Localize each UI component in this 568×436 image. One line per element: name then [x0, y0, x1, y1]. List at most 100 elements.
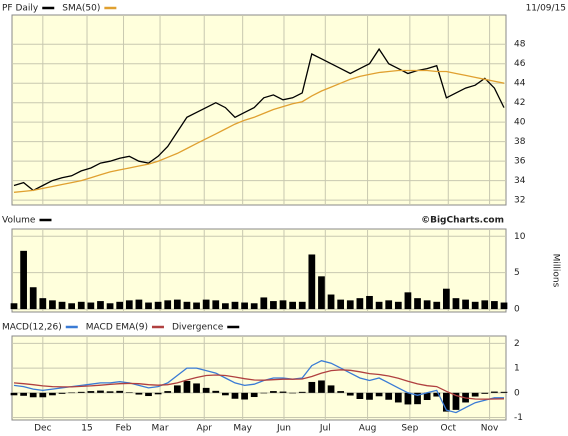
bar [183, 380, 191, 393]
bar [414, 392, 421, 405]
y-tick-label: 48 [514, 40, 526, 50]
bar [471, 392, 479, 397]
bar [135, 299, 143, 310]
y-tick-label: -1 [514, 413, 523, 423]
bar [270, 301, 277, 310]
bar [212, 390, 220, 393]
legend-label: Divergence [172, 323, 224, 333]
bar [202, 299, 210, 310]
bar [231, 301, 239, 310]
bar [404, 392, 412, 405]
bar [193, 383, 200, 393]
x-tick-label: Mar [152, 424, 169, 434]
panel [11, 228, 507, 313]
bar [241, 392, 248, 400]
bar [491, 391, 498, 393]
x-tick-label: Jun [276, 424, 291, 434]
bar [471, 301, 479, 310]
y-tick-label: 36 [514, 157, 526, 167]
bar [183, 301, 191, 310]
bar [318, 276, 325, 310]
bar [452, 298, 460, 310]
x-tick-label: Aug [359, 424, 377, 434]
series-line [13, 360, 504, 414]
bar [145, 302, 152, 310]
bar [491, 301, 498, 310]
bar [327, 294, 335, 310]
bar [241, 302, 248, 310]
bar [356, 392, 364, 399]
bar [279, 300, 287, 310]
bar [39, 298, 47, 310]
bar [193, 302, 200, 310]
bar [164, 391, 172, 393]
x-tick-label: Feb [116, 424, 132, 434]
bar [173, 385, 181, 393]
y-tick-label: 10 [514, 232, 526, 242]
bar [442, 392, 450, 412]
bar [202, 387, 210, 393]
bar [222, 303, 229, 310]
bar [481, 300, 489, 310]
bar [231, 392, 239, 399]
x-tick-label: Apr [196, 424, 212, 434]
bar [404, 292, 412, 310]
bar [270, 391, 277, 393]
bar [462, 299, 469, 310]
bar [366, 295, 373, 310]
bar [250, 303, 258, 310]
bar [337, 391, 345, 393]
bar [58, 392, 66, 394]
bar [10, 303, 18, 310]
bar [433, 392, 441, 397]
bar [49, 300, 56, 310]
bar [356, 298, 364, 310]
bar [260, 392, 268, 394]
bar [222, 392, 229, 396]
bar [68, 392, 76, 394]
y-axis-label: Millions [551, 254, 561, 288]
legend-label: SMA(50) [62, 4, 100, 14]
y-tick-label: 38 [514, 137, 526, 147]
bar [154, 392, 162, 395]
bar [442, 288, 450, 310]
bar [125, 392, 133, 393]
bar [154, 301, 162, 310]
y-tick-label: 42 [514, 98, 525, 108]
legend-label: MACD EMA(9) [86, 323, 148, 333]
y-tick-label: 2 [514, 339, 520, 349]
bar [49, 392, 56, 396]
bar [414, 298, 421, 310]
bar [385, 300, 393, 310]
bar [394, 392, 402, 403]
bar [308, 254, 316, 310]
bar [481, 392, 489, 394]
panel [11, 335, 507, 421]
x-tick-label: 15 [81, 424, 92, 434]
legend-label: Volume [2, 216, 36, 226]
bar [433, 301, 441, 310]
panel [11, 14, 507, 206]
bar [173, 299, 181, 310]
series-line [13, 47, 505, 192]
watermark: ©BigCharts.com [421, 216, 504, 226]
bar [500, 391, 508, 393]
bar [20, 392, 27, 396]
y-tick-label: 46 [514, 59, 526, 69]
bar [20, 250, 27, 310]
bar [29, 287, 37, 310]
y-tick-label: 34 [514, 176, 526, 186]
bar [116, 301, 124, 310]
bar [106, 391, 114, 393]
bar [116, 390, 124, 393]
bar [298, 301, 306, 310]
bar [68, 303, 76, 310]
y-tick-label: 40 [514, 118, 526, 128]
bar [10, 392, 18, 396]
bar [289, 301, 296, 310]
y-tick-label: 0 [514, 388, 520, 398]
bar [58, 301, 66, 310]
y-tick-label: 32 [514, 196, 525, 206]
bar [260, 297, 268, 310]
